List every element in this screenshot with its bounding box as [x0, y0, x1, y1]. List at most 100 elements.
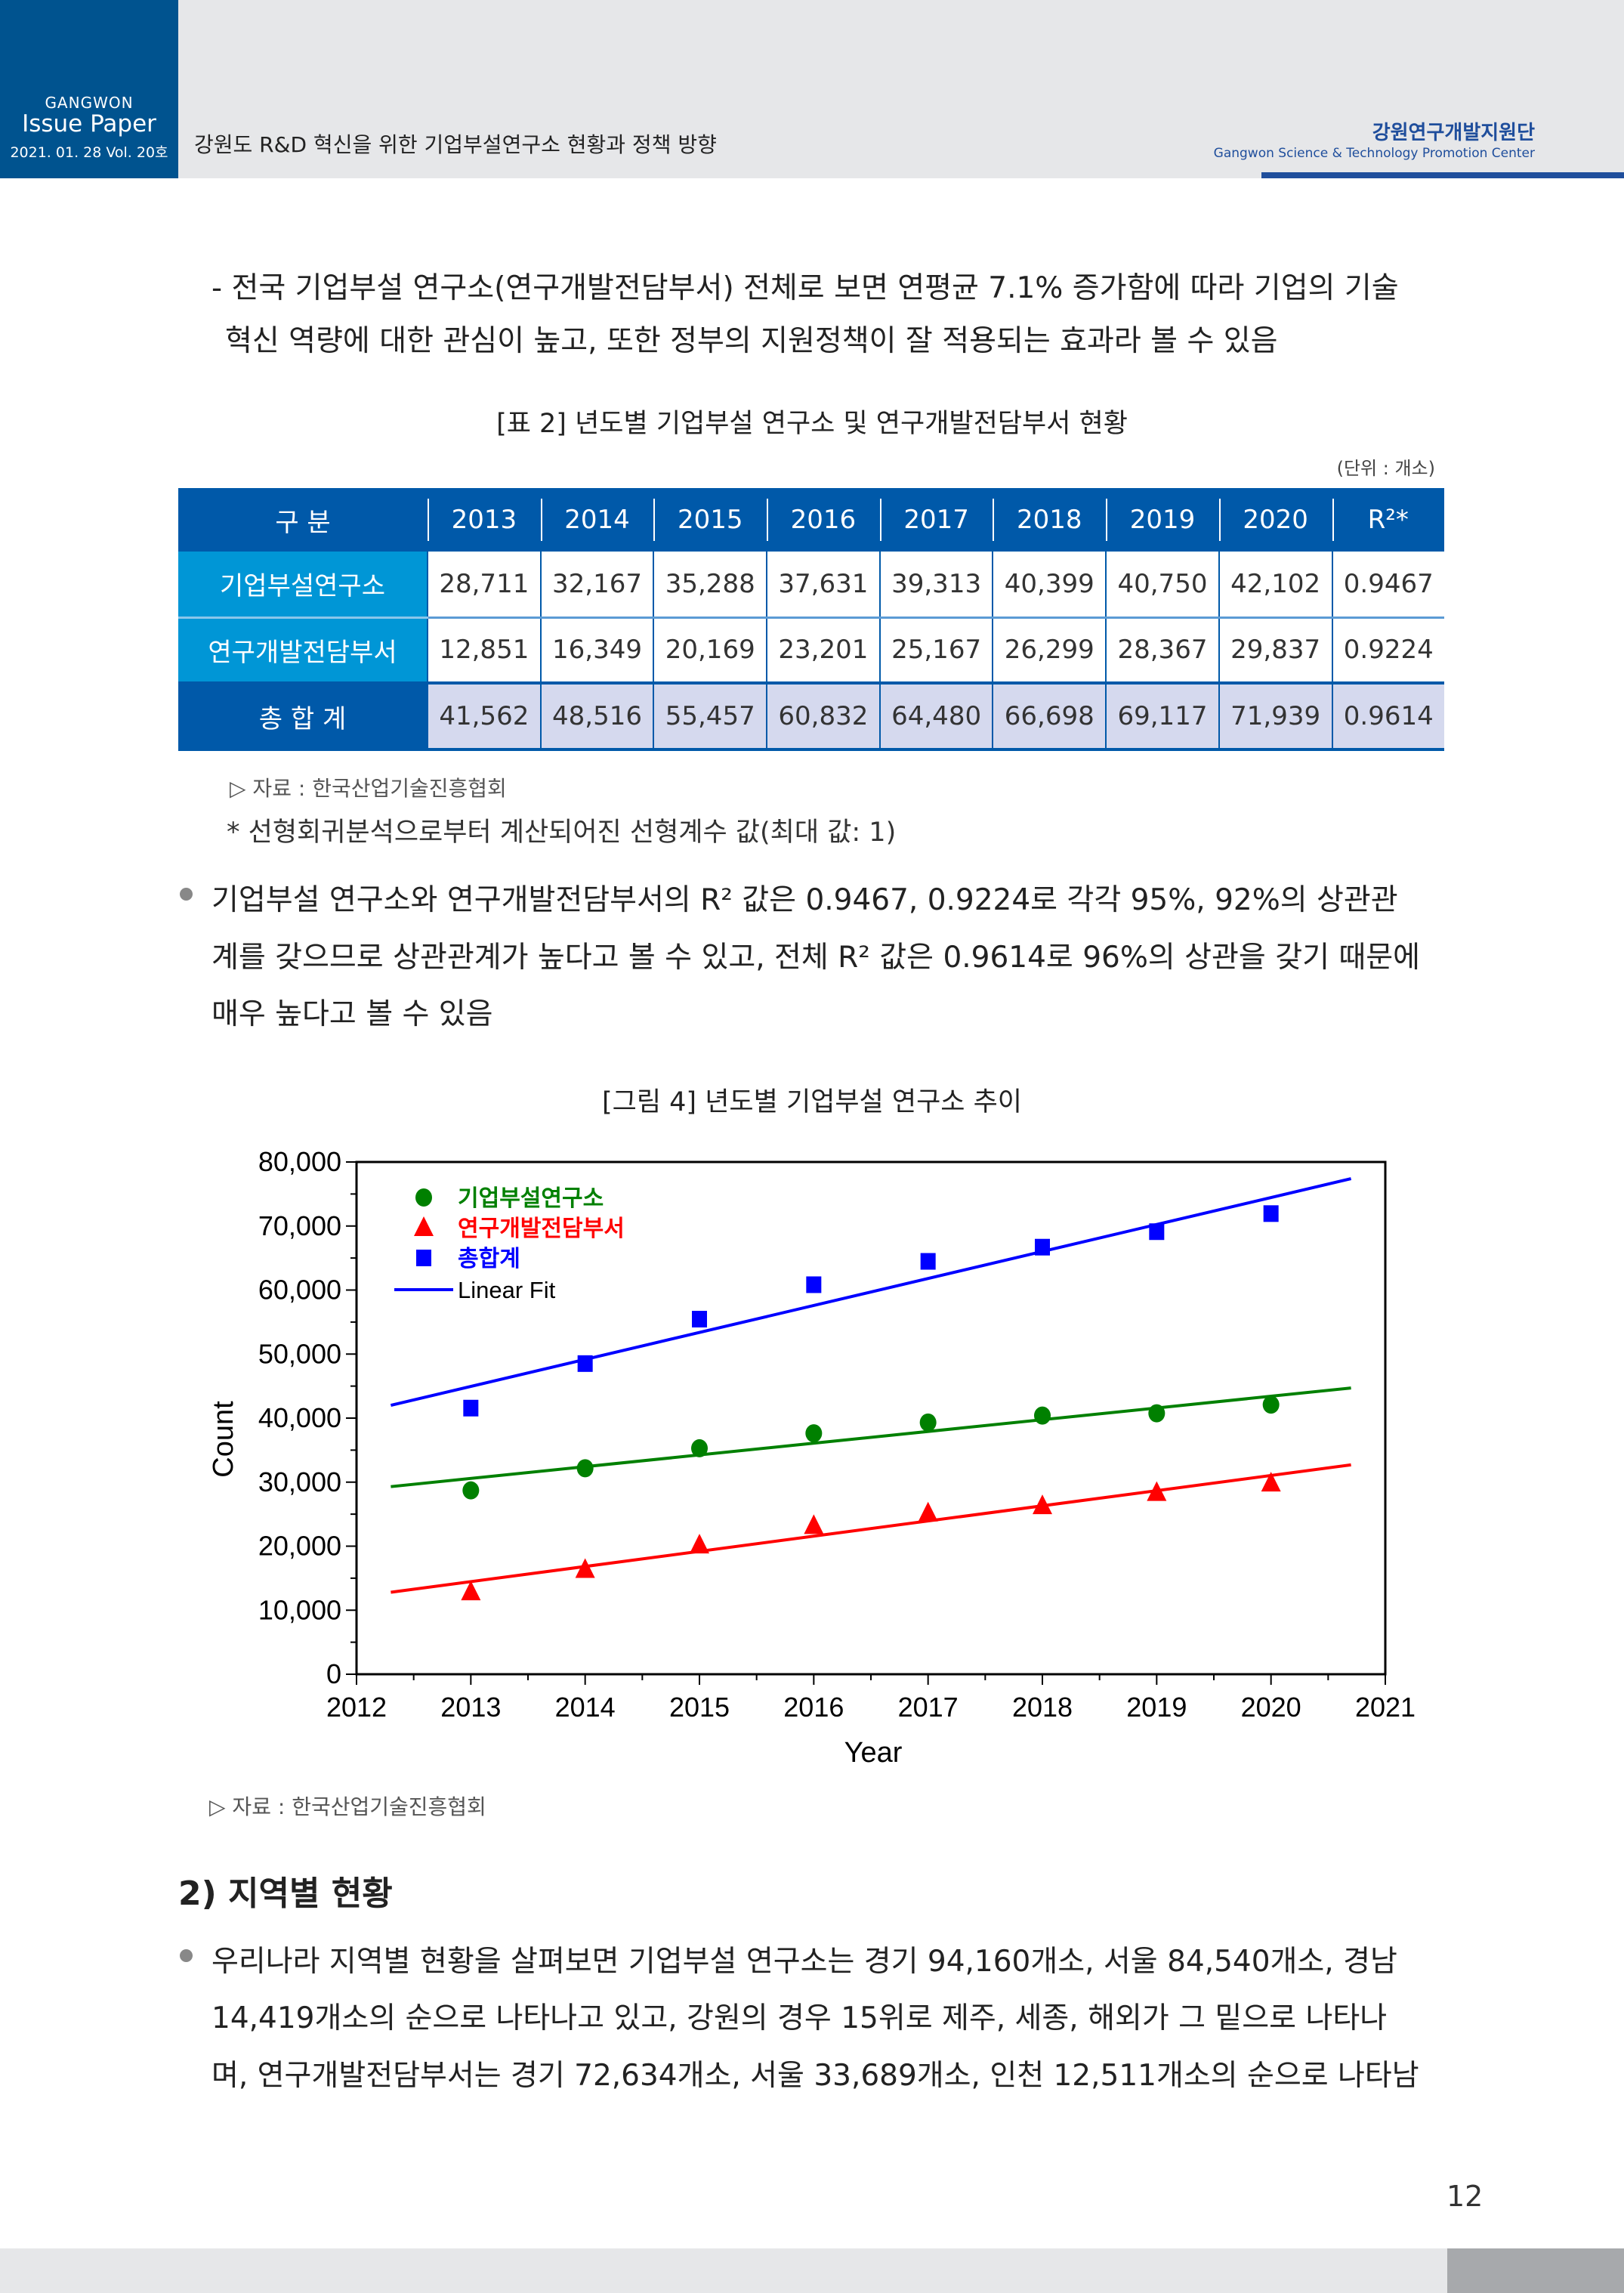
data-point	[805, 1424, 823, 1443]
table-source: ▷ 자료 : 한국산업기술진흥협회	[230, 776, 507, 801]
table-cell: 25,167	[878, 617, 993, 685]
table-row: 연구개발전담부서 12,851 16,349 20,169 23,201 25,167 26…	[178, 617, 1444, 685]
table-cell: 55,457	[653, 683, 767, 751]
paragraph-line: 기업부설 연구소와 연구개발전담부서의 R² 값은 0.9467, 0.9224…	[211, 883, 1398, 917]
table-cell: 12,851	[427, 617, 541, 685]
data-point	[462, 1481, 480, 1500]
footer-bar	[0, 2248, 1447, 2293]
row-label: 연구개발전담부서	[178, 617, 428, 685]
data-point	[920, 1253, 936, 1270]
data-point	[919, 1413, 937, 1432]
fit-line-2	[390, 1177, 1352, 1407]
org-name-kr: 강원연구개발지원단	[1372, 122, 1535, 144]
header-cell: 구 분	[178, 488, 428, 552]
data-point	[692, 1311, 707, 1328]
fit-line-0	[391, 1386, 1351, 1488]
legend-label: Linear Fit	[458, 1277, 556, 1303]
data-point	[1034, 1406, 1051, 1425]
logo-brand-top: GANGWON	[45, 94, 134, 112]
table-cell: 40,399	[992, 552, 1107, 619]
header-cell: R²*	[1332, 488, 1444, 552]
table-cell: 16,349	[539, 617, 654, 685]
table-cell: 0.9467	[1331, 552, 1444, 619]
data-point	[1149, 1223, 1165, 1241]
header-cell: 2013	[428, 488, 541, 552]
table-cell: 26,299	[992, 617, 1107, 685]
x-tick-label: 2020	[1241, 1692, 1301, 1723]
table-unit: (단위 : 개소)	[1336, 458, 1435, 479]
table-cell: 35,288	[653, 552, 767, 619]
table-header-row: 구 분 2013 2014 2015 2016 2017 2018 2019 2…	[178, 488, 1444, 552]
table-cell: 32,167	[539, 552, 654, 619]
table-cell: 39,313	[878, 552, 993, 619]
footer-accent	[1447, 2248, 1624, 2293]
issue-paper-logo: GANGWON Issue Paper 2021. 01. 28 Vol. 20…	[0, 0, 178, 178]
paragraph-line: - 전국 기업부설 연구소(연구개발전담부서) 전체로 보면 연평균 7.1% …	[211, 271, 1399, 305]
x-tick-label: 2021	[1355, 1692, 1416, 1723]
data-point	[1261, 1472, 1281, 1492]
table-cell: 66,698	[992, 683, 1107, 751]
table-cell: 41,562	[427, 683, 541, 751]
legend-marker	[414, 1216, 434, 1236]
section-heading: 2) 지역별 현황	[178, 1874, 393, 1913]
x-tick-label: 2017	[898, 1692, 959, 1723]
x-axis-label: Year	[844, 1737, 903, 1769]
paragraph-line: 계를 갖으므로 상관관계가 높다고 볼 수 있고, 전체 R² 값은 0.961…	[211, 941, 1420, 975]
data-point	[575, 1558, 595, 1578]
table-cell: 20,169	[653, 617, 767, 685]
table-cell: 37,631	[766, 552, 880, 619]
data-point	[1033, 1494, 1052, 1515]
page-header: GANGWON Issue Paper 2021. 01. 28 Vol. 20…	[0, 0, 1624, 178]
legend-marker	[415, 1188, 432, 1207]
y-tick-label: 0	[326, 1658, 341, 1689]
data-point	[804, 1514, 824, 1534]
document-title: 강원도 R&D 혁신을 위한 기업부설연구소 현황과 정책 방향	[194, 132, 717, 157]
table-cell: 28,711	[427, 552, 541, 619]
legend-marker	[416, 1250, 431, 1266]
paragraph-line: 매우 높다고 볼 수 있음	[211, 997, 493, 1031]
data-point	[691, 1439, 708, 1457]
y-tick-label: 10,000	[258, 1594, 341, 1625]
header-cell: 2018	[993, 488, 1107, 552]
paragraph-line: 며, 연구개발전담부서는 경기 72,634개소, 서울 33,689개소, 인…	[211, 2059, 1419, 2093]
y-tick-label: 50,000	[258, 1338, 341, 1369]
data-point	[918, 1501, 938, 1522]
header-cell: 2017	[879, 488, 993, 552]
table-cell: 71,939	[1218, 683, 1332, 751]
header-accent-bar	[1261, 172, 1624, 178]
table-cell: 23,201	[766, 617, 880, 685]
legend-label: 연구개발전담부서	[458, 1216, 625, 1242]
table-cell: 64,480	[878, 683, 993, 751]
y-tick-label: 20,000	[258, 1531, 341, 1562]
paragraph-line: 14,419개소의 순으로 나타나고 있고, 강원의 경우 15위로 제주, 세…	[211, 2001, 1388, 2035]
x-tick-label: 2019	[1126, 1692, 1187, 1723]
x-tick-label: 2014	[555, 1692, 616, 1723]
table-note: * 선형회귀분석으로부터 계산되어진 선형계수 값(최대 값: 1)	[227, 817, 897, 848]
bullet-icon	[180, 888, 193, 901]
header-cell: 2015	[653, 488, 767, 552]
header-cell: 2019	[1106, 488, 1219, 552]
row-label: 총 합 계	[178, 683, 428, 751]
legend-label: 총합계	[458, 1246, 520, 1272]
y-axis-label: Count	[208, 1401, 239, 1478]
x-tick-label: 2013	[440, 1692, 501, 1723]
figure-caption: [그림 4] 년도별 기업부설 연구소 추이	[601, 1087, 1022, 1117]
data-point	[576, 1459, 594, 1478]
table-cell: 48,516	[539, 683, 654, 751]
y-tick-label: 40,000	[258, 1402, 341, 1433]
issue-date: 2021. 01. 28 Vol. 20호	[10, 144, 168, 161]
data-point	[1263, 1205, 1279, 1222]
table-caption: [표 2] 년도별 기업부설 연구소 및 연구개발전담부서 현황	[496, 409, 1128, 439]
lab-status-table: 구 분 2013 2014 2015 2016 2017 2018 2019 2…	[178, 488, 1444, 751]
y-tick-label: 80,000	[258, 1146, 341, 1177]
table-row-total: 총 합 계 41,562 48,516 55,457 60,832 64,480 66,69…	[178, 683, 1444, 751]
paragraph-line: 혁신 역량에 대한 관심이 높고, 또한 정부의 지원정책이 잘 적용되는 효과…	[225, 324, 1278, 358]
page-number: 12	[1446, 2180, 1484, 2213]
table-cell: 42,102	[1218, 552, 1332, 619]
paragraph-line: 우리나라 지역별 현황을 살펴보면 기업부설 연구소는 경기 94,160개소,…	[211, 1945, 1397, 1979]
table-cell: 28,367	[1105, 617, 1219, 685]
logo-brand-main: Issue Paper	[22, 110, 156, 138]
row-label: 기업부설연구소	[178, 552, 428, 619]
fit-line-1	[391, 1463, 1351, 1594]
